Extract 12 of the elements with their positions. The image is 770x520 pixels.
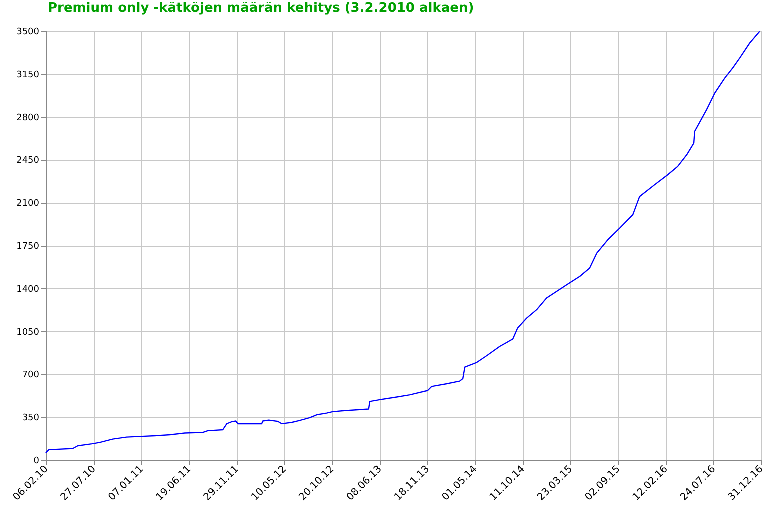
y-tick-label: 700 xyxy=(22,370,40,381)
y-tick-label: 3150 xyxy=(16,70,40,80)
y-tick-label: 0 xyxy=(34,456,40,466)
chart-title: Premium only -kätköjen määrän kehitys (3.2.2010 alkaen) xyxy=(48,1,474,16)
y-tick-label: 350 xyxy=(22,414,40,424)
y-tick-label: 2450 xyxy=(16,156,40,166)
y-tick-label: 3500 xyxy=(16,28,40,38)
y-tick-label: 2800 xyxy=(16,113,40,124)
y-tick-label: 1750 xyxy=(16,242,40,252)
y-tick-label: 1400 xyxy=(16,284,40,295)
y-tick-label: 2100 xyxy=(16,199,40,210)
y-tick-label: 1050 xyxy=(16,328,40,338)
